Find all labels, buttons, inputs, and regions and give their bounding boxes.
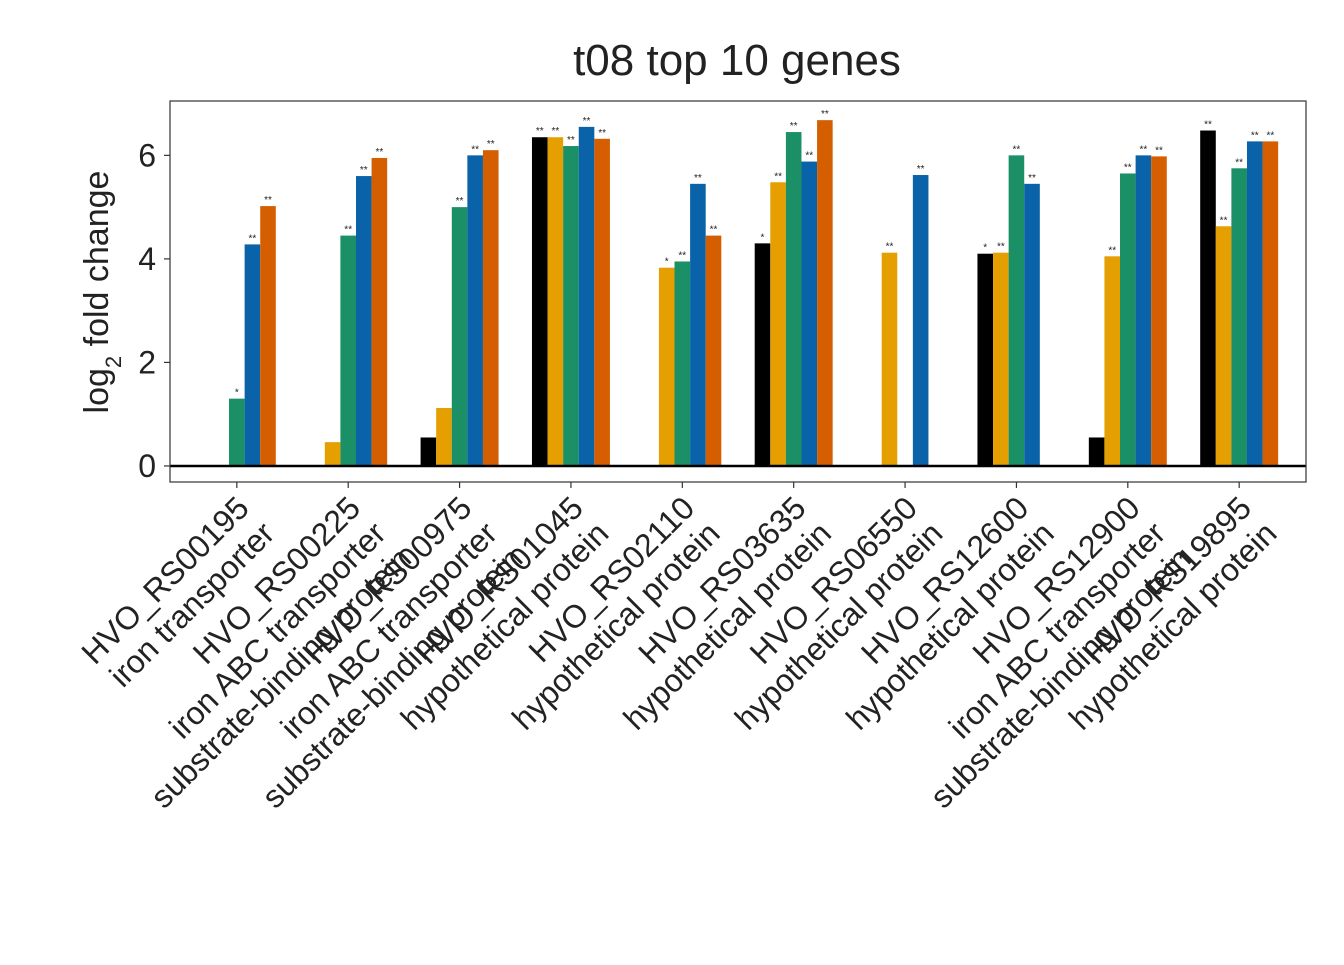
significance-label: **: [487, 139, 495, 150]
significance-label: **: [710, 225, 718, 236]
significance-label: **: [598, 128, 606, 139]
bar: [705, 235, 722, 466]
significance-label: **: [583, 116, 591, 127]
significance-label: **: [790, 121, 798, 132]
y-label-base: log: [78, 368, 116, 413]
significance-label: **: [1220, 215, 1228, 226]
bar: [1008, 155, 1025, 466]
significance-label: **: [360, 165, 368, 176]
significance-label: **: [471, 144, 479, 155]
significance-label: **: [536, 126, 544, 137]
significance-label: **: [1266, 130, 1274, 141]
bar: [563, 146, 579, 466]
significance-label: *: [235, 388, 239, 399]
significance-label: **: [456, 196, 464, 207]
bar: [355, 176, 372, 466]
bar: [1215, 226, 1232, 466]
significance-label: **: [1124, 162, 1132, 173]
bar: [531, 137, 548, 466]
y-label-subscript: 2: [101, 356, 126, 368]
significance-label: **: [551, 126, 559, 137]
significance-label: **: [375, 147, 383, 158]
significance-label: **: [678, 250, 686, 261]
bar: [244, 244, 261, 466]
y-axis-label: log2 fold change: [78, 171, 126, 414]
bar: [912, 175, 929, 466]
bar: [1120, 173, 1136, 466]
bar: [467, 155, 483, 466]
bar: [1246, 141, 1263, 466]
significance-label: **: [567, 135, 575, 146]
bar: [881, 252, 898, 466]
significance-label: *: [665, 257, 669, 268]
bar: [1262, 141, 1279, 466]
bar: [420, 437, 437, 466]
bar: [340, 235, 356, 466]
bar: [690, 183, 706, 466]
significance-label: **: [886, 242, 894, 253]
significance-label: *: [983, 243, 987, 254]
bar: [578, 126, 595, 466]
bar: [594, 138, 610, 466]
significance-label: **: [1013, 144, 1021, 155]
y-tick-label: 0: [138, 448, 156, 484]
significance-label: **: [774, 171, 782, 182]
significance-label: **: [1108, 245, 1116, 256]
significance-label: **: [997, 242, 1005, 253]
bar: [436, 407, 452, 466]
bar: [801, 161, 818, 466]
bar: [451, 207, 468, 466]
y-tick-label: 6: [138, 137, 156, 173]
significance-label: **: [805, 151, 813, 162]
bar: [1200, 130, 1216, 466]
y-tick-label: 4: [138, 241, 156, 277]
significance-label: **: [1204, 120, 1212, 131]
significance-label: **: [1251, 130, 1259, 141]
significance-label: **: [917, 164, 925, 175]
y-label-rest: fold change: [78, 171, 116, 356]
bar: [482, 150, 499, 466]
y-tick-label: 2: [138, 344, 156, 380]
significance-label: **: [249, 233, 257, 244]
bar: [817, 120, 833, 466]
bar: [770, 182, 786, 466]
chart-title: t08 top 10 genes: [573, 36, 901, 85]
bar: [977, 253, 994, 466]
bar: [754, 243, 771, 466]
significance-label: **: [264, 195, 272, 206]
bar: [1135, 155, 1152, 466]
significance-label: **: [694, 173, 702, 184]
bar: [785, 132, 802, 466]
bar: [324, 442, 341, 466]
bar: [371, 157, 388, 466]
significance-label: **: [344, 225, 352, 236]
significance-label: *: [761, 232, 765, 243]
bar: [229, 398, 245, 466]
significance-label: **: [1155, 145, 1163, 156]
significance-label: **: [1028, 173, 1036, 184]
bar: [1024, 183, 1040, 466]
bar: [1104, 256, 1121, 466]
bar: [1088, 437, 1105, 466]
bar: [260, 206, 276, 466]
significance-label: **: [821, 109, 829, 120]
bar: [674, 261, 691, 466]
bar: [658, 267, 675, 466]
panel-border: [169, 100, 1307, 483]
significance-label: **: [1139, 144, 1147, 155]
bar: [993, 252, 1009, 466]
bar: [1151, 156, 1167, 466]
bar: [547, 137, 564, 466]
significance-label: **: [1235, 157, 1243, 168]
bar: [1231, 168, 1247, 466]
